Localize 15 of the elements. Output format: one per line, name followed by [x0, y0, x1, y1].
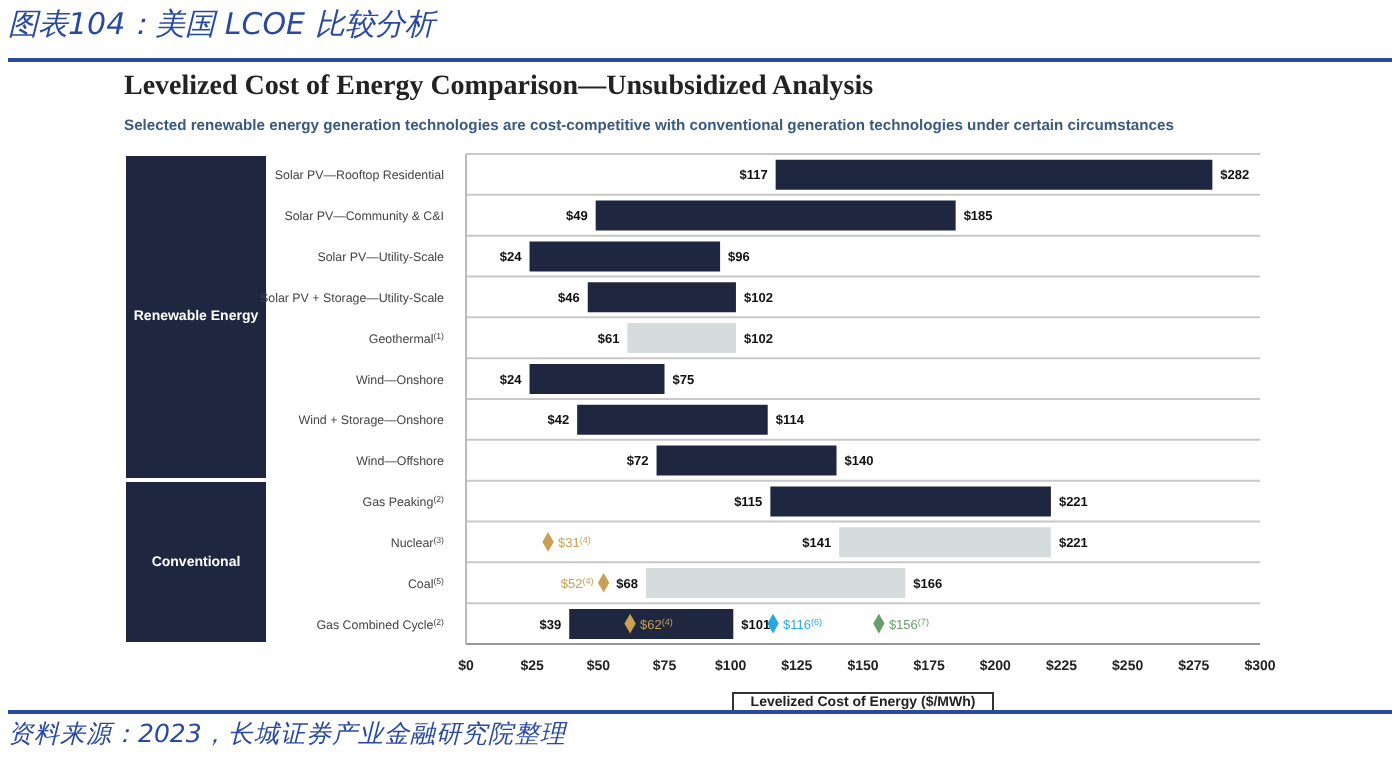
bar [645, 568, 906, 599]
text: 图表104：美国 LCOE 比较分析 [8, 6, 435, 44]
text: 资料来源：2023，长城证券产业金融研究院整理 [8, 718, 566, 752]
bar [775, 159, 1213, 190]
bar [770, 486, 1051, 517]
bar [595, 200, 956, 231]
bar [627, 323, 736, 354]
bar [587, 282, 736, 313]
bar [656, 445, 837, 476]
bar [529, 363, 665, 394]
bar [569, 608, 734, 639]
bar [577, 404, 768, 435]
bar [529, 241, 721, 272]
bar [839, 527, 1051, 558]
chart-subtitle: Levelized Cost of Energy Comparison—Unsubsidized Analysis [124, 72, 874, 104]
